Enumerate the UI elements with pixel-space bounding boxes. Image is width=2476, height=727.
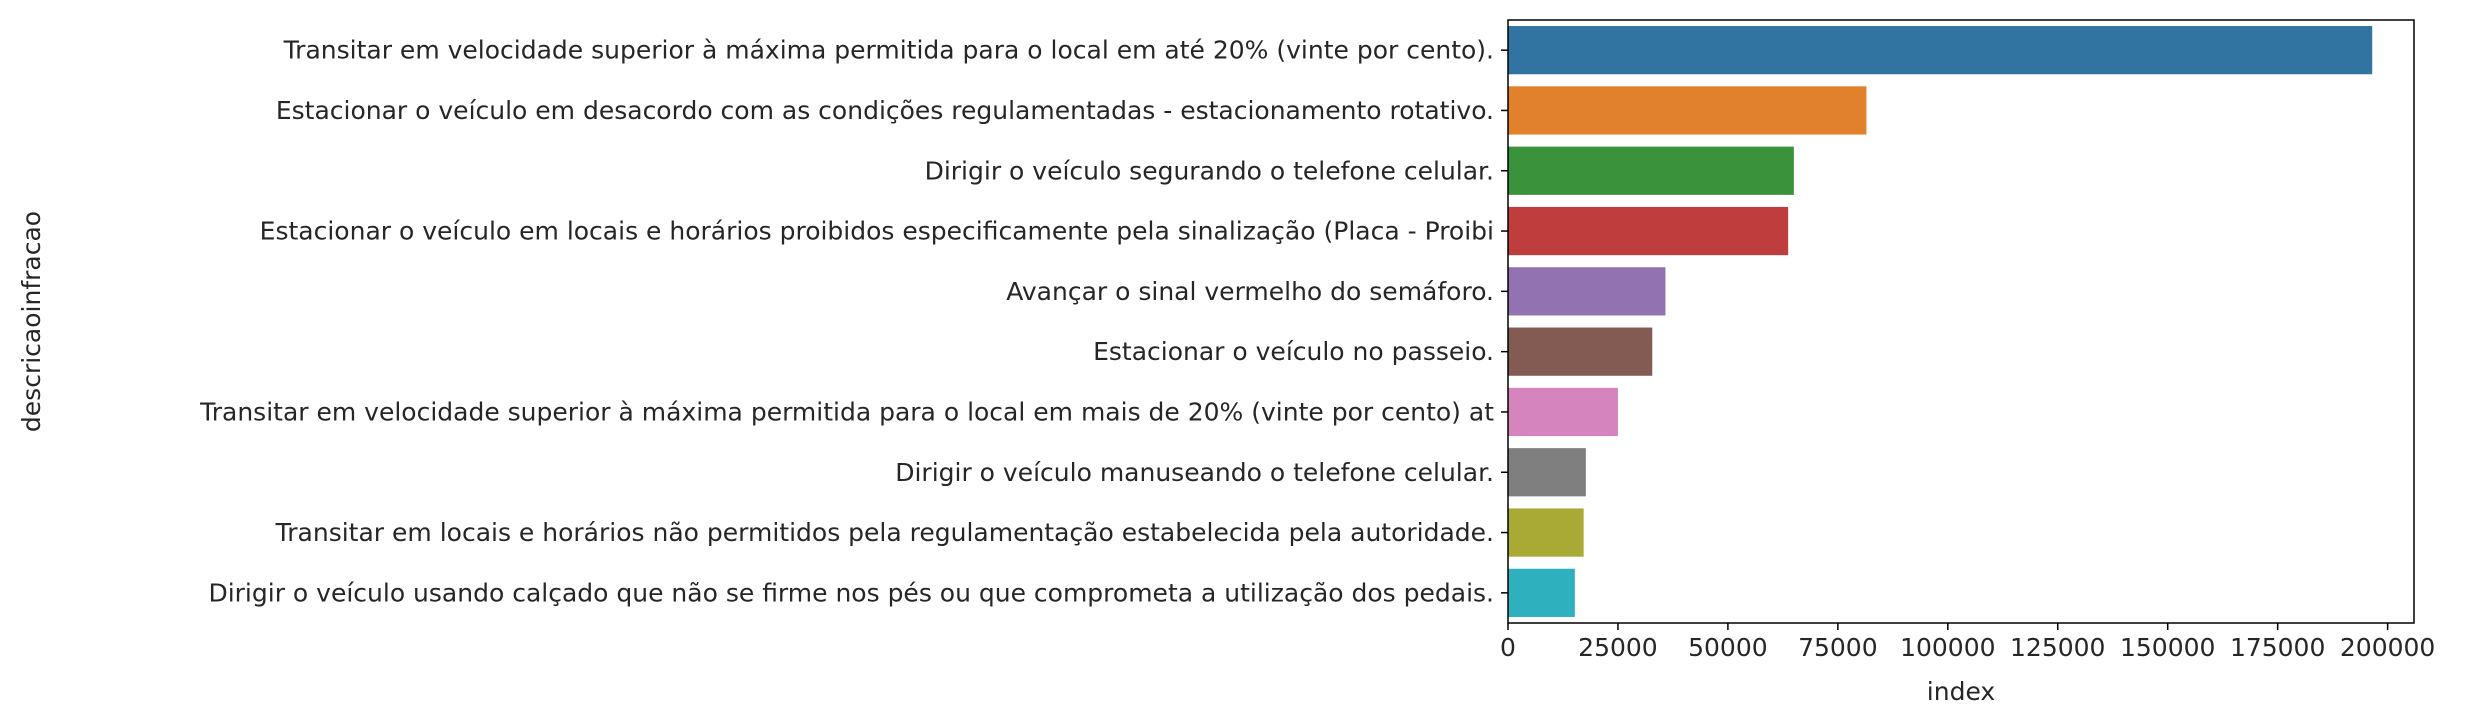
- y-axis-label: descricaoinfracao: [17, 211, 46, 432]
- bar: [1508, 508, 1584, 557]
- x-tick-label: 150000: [2120, 633, 2215, 662]
- y-tick-label: Estacionar o veículo em locais e horário…: [260, 217, 1494, 246]
- x-tick-label: 25000: [1578, 633, 1658, 662]
- x-tick-label: 50000: [1688, 633, 1768, 662]
- bar: [1508, 267, 1666, 316]
- y-tick-label: Transitar em locais e horários não permi…: [275, 518, 1494, 547]
- bar: [1508, 387, 1618, 437]
- x-axis-label: index: [1927, 677, 1995, 706]
- x-ticks: 0 25000 50000 75000 100000 125000 150000 175000…: [1500, 623, 2435, 662]
- bar: [1508, 327, 1653, 376]
- bars: [1508, 26, 2373, 617]
- bar: [1508, 26, 2373, 75]
- x-tick-label: 175000: [2230, 633, 2325, 662]
- bar: [1508, 568, 1575, 617]
- y-tick-label: Transitar em velocidade superior à máxim…: [283, 36, 1494, 65]
- y-tick-label: Avançar o sinal vermelho do semáforo.: [1006, 277, 1494, 306]
- x-tick-label: 0: [1500, 633, 1516, 662]
- x-tick-label: 200000: [2340, 633, 2435, 662]
- x-tick-label: 75000: [1798, 633, 1878, 662]
- plot-frame: [1507, 19, 2415, 624]
- bar: [1508, 448, 1586, 497]
- y-tick-label: Dirigir o veículo usando calçado que não…: [208, 578, 1494, 607]
- y-tick-label: Estacionar o veículo em desacordo com as…: [276, 96, 1494, 125]
- y-tick-label: Dirigir o veículo manuseando o telefone …: [895, 458, 1494, 487]
- bar: [1508, 146, 1794, 195]
- x-tick-label: 100000: [1900, 633, 1995, 662]
- bar: [1508, 206, 1789, 256]
- y-tick-label: Transitar em velocidade superior à máxim…: [199, 397, 1494, 426]
- x-tick-label: 125000: [2010, 633, 2105, 662]
- y-tick-label: Dirigir o veículo segurando o telefone c…: [925, 156, 1494, 185]
- bar: [1508, 86, 1867, 135]
- y-tick-labels: Transitar em velocidade superior à máxim…: [199, 36, 1508, 607]
- y-tick-label: Estacionar o veículo no passeio.: [1093, 337, 1494, 366]
